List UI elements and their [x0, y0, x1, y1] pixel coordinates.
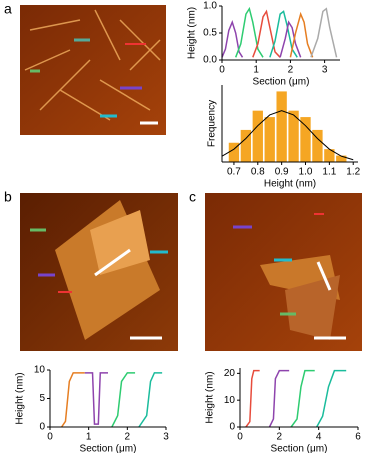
y-tick-label: 10: [34, 365, 46, 376]
bar: [264, 117, 275, 162]
profile-line: [310, 7, 338, 58]
x-tick-label: 0.7: [227, 167, 241, 178]
bar: [336, 155, 347, 162]
x-tick-label: 1.1: [322, 167, 336, 178]
y-axis-label: Height (nm): [15, 372, 26, 424]
profile-line: [279, 20, 302, 58]
x-tick-label: 3: [163, 432, 169, 443]
y-axis-label: Frequency: [207, 100, 218, 147]
x-tick-label: 0.8: [251, 167, 265, 178]
y-tick-label: 0: [39, 422, 45, 433]
bar: [276, 91, 287, 162]
y-tick-label: 5: [39, 393, 45, 404]
profile-line: [290, 369, 315, 428]
x-tick-label: 3: [322, 65, 328, 76]
bar: [228, 142, 240, 162]
y-tick-label: 0.0: [203, 55, 217, 66]
profile-line: [221, 20, 244, 58]
x-tick-label: 1: [253, 65, 259, 76]
profile-line: [268, 369, 290, 428]
y-tick-label: 0.5: [203, 28, 217, 39]
bar: [312, 129, 323, 162]
y-tick-label: 20: [224, 368, 236, 379]
profile-line: [138, 372, 163, 428]
profile-line: [316, 369, 347, 428]
x-tick-label: 0: [47, 432, 53, 443]
x-axis-label: Section (μm): [271, 444, 328, 453]
fit-curve: [221, 110, 354, 161]
y-tick-label: 0: [229, 422, 235, 433]
x-tick-label: 0: [219, 65, 225, 76]
bar: [324, 149, 335, 162]
profile-line: [60, 372, 85, 428]
panel-label: b: [4, 189, 12, 205]
bar: [300, 117, 311, 162]
y-axis-label: Height (nm): [205, 371, 216, 423]
x-axis-label: Section (μm): [253, 77, 310, 88]
profile-line: [252, 9, 281, 58]
x-tick-label: 0: [237, 432, 243, 443]
x-tick-label: 1.2: [346, 167, 360, 178]
afm-image-a: [20, 5, 166, 135]
x-tick-label: 2: [288, 65, 294, 76]
x-axis-label: Section (μm): [80, 444, 137, 453]
x-axis-label: Height (nm): [264, 179, 316, 190]
y-tick-label: 1.0: [203, 1, 217, 12]
panel-label: a: [4, 1, 12, 17]
x-tick-label: 2: [125, 432, 131, 443]
x-tick-label: 1: [86, 432, 92, 443]
bar: [252, 110, 263, 162]
profile-line: [111, 372, 136, 428]
x-tick-label: 0.9: [275, 167, 289, 178]
x-tick-label: 1.0: [299, 167, 313, 178]
panel-label: c: [189, 189, 196, 205]
profile-line: [234, 6, 264, 58]
bar: [240, 129, 252, 162]
x-tick-label: 6: [355, 432, 361, 443]
x-tick-label: 4: [316, 432, 322, 443]
afm-image-b: [20, 193, 178, 351]
x-tick-label: 2: [277, 432, 283, 443]
profile-line: [289, 11, 314, 58]
y-axis-label: Height (nm): [187, 7, 198, 59]
profile-line: [84, 372, 108, 425]
afm-image-c: [205, 193, 362, 351]
y-tick-label: 10: [224, 395, 236, 406]
profile-line: [245, 369, 260, 428]
bar: [288, 110, 299, 162]
